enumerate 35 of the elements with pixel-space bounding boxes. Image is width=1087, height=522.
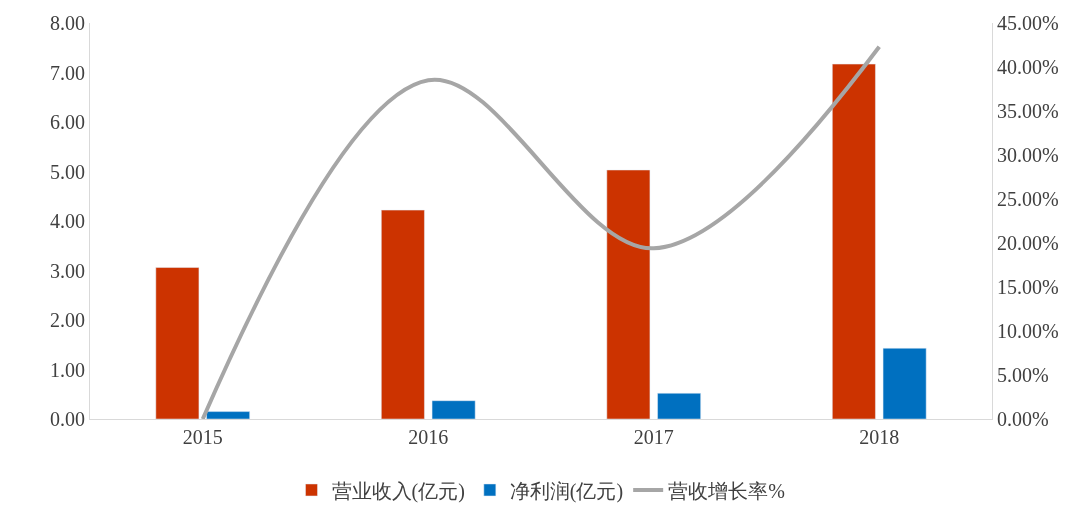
y2-tick-label: 35.00% [997, 100, 1059, 122]
y2-tick-label: 25.00% [997, 188, 1059, 210]
x-tick-label: 2018 [859, 426, 900, 448]
y-tick-label: 7.00 [50, 61, 85, 84]
y-tick-label: 5.00 [50, 160, 85, 183]
legend-label: 营业收入(亿元) [331, 479, 465, 503]
legend-label: 营收增长率% [668, 479, 785, 502]
bar [606, 169, 651, 419]
bar [657, 393, 701, 419]
y-tick-label: 8.00 [50, 12, 85, 34]
bar [882, 347, 927, 419]
bar [381, 209, 425, 419]
y-tick-label: 0.00 [50, 408, 85, 430]
y-tick-label: 6.00 [50, 111, 85, 133]
y-tick-label: 4.00 [50, 210, 85, 232]
y2-tick-label: 40.00% [997, 56, 1059, 78]
y2-tick-label: 30.00% [997, 144, 1059, 166]
line-series [200, 44, 882, 419]
bar [206, 411, 250, 419]
y-tick-label: 1.00 [50, 358, 85, 381]
x-tick-label: 2015 [182, 426, 223, 448]
legend-label: 净利润(亿元) [509, 479, 624, 503]
y-tick-label: 3.00 [50, 259, 85, 282]
y2-tick-label: 20.00% [997, 232, 1059, 254]
bar [832, 63, 876, 419]
bar [431, 400, 476, 419]
x-tick-label: 2016 [408, 426, 449, 448]
y2-tick-label: 10.00% [997, 320, 1059, 342]
y2-tick-label: 0.00% [997, 408, 1049, 430]
bar [155, 267, 200, 419]
y-tick-label: 2.00 [50, 309, 85, 331]
x-tick-label: 2017 [633, 426, 674, 448]
y2-tick-label: 5.00% [997, 364, 1049, 386]
y2-tick-label: 15.00% [997, 276, 1059, 298]
y2-tick-label: 45.00% [997, 12, 1059, 34]
